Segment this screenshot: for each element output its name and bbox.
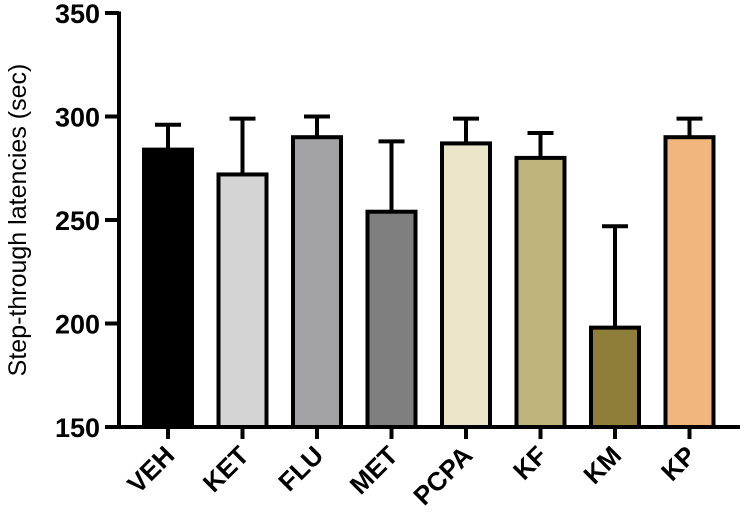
x-tick-label-met: MET — [344, 440, 404, 500]
x-tick-label-kf: KF — [507, 440, 553, 486]
bar-veh — [142, 122, 194, 429]
y-tick-label: 350 — [55, 0, 100, 29]
x-tick-label-ket: KET — [197, 440, 255, 498]
bar-ket — [216, 116, 269, 429]
bar-rect — [291, 135, 343, 429]
y-tick-label: 200 — [55, 310, 100, 340]
bar-rect — [142, 147, 194, 429]
y-axis-label: Step-through latencies (sec) — [4, 64, 32, 377]
bar-rect — [440, 141, 492, 429]
x-axis: VEH KET FLU MET PCPA KF KM KP — [117, 425, 740, 511]
x-tick-label-km: KM — [577, 440, 627, 490]
x-tick-label-flu: FLU — [272, 440, 329, 497]
bar-rect — [589, 325, 641, 430]
bar-flu — [291, 114, 343, 429]
bar-km — [589, 224, 641, 430]
x-tick-label-pcpa: PCPA — [407, 440, 478, 511]
x-tick-label-veh: VEH — [121, 440, 180, 499]
bar-rect — [216, 172, 269, 429]
bar-rect — [663, 135, 716, 429]
bar-rect — [514, 155, 567, 429]
y-tick-label: 250 — [55, 206, 100, 236]
bar-met — [365, 139, 418, 429]
y-axis: 150 200 250 300 350 — [55, 0, 121, 443]
bar-kf — [514, 131, 567, 429]
bars — [142, 114, 716, 430]
bar-kp — [663, 116, 716, 429]
y-tick-label: 150 — [55, 413, 100, 443]
y-axis-title: Step-through latencies (sec) — [4, 64, 32, 377]
bar-pcpa — [440, 116, 492, 429]
x-tick-label-kp: KP — [655, 440, 702, 487]
y-tick-label: 300 — [55, 103, 100, 133]
bar-rect — [365, 209, 418, 429]
